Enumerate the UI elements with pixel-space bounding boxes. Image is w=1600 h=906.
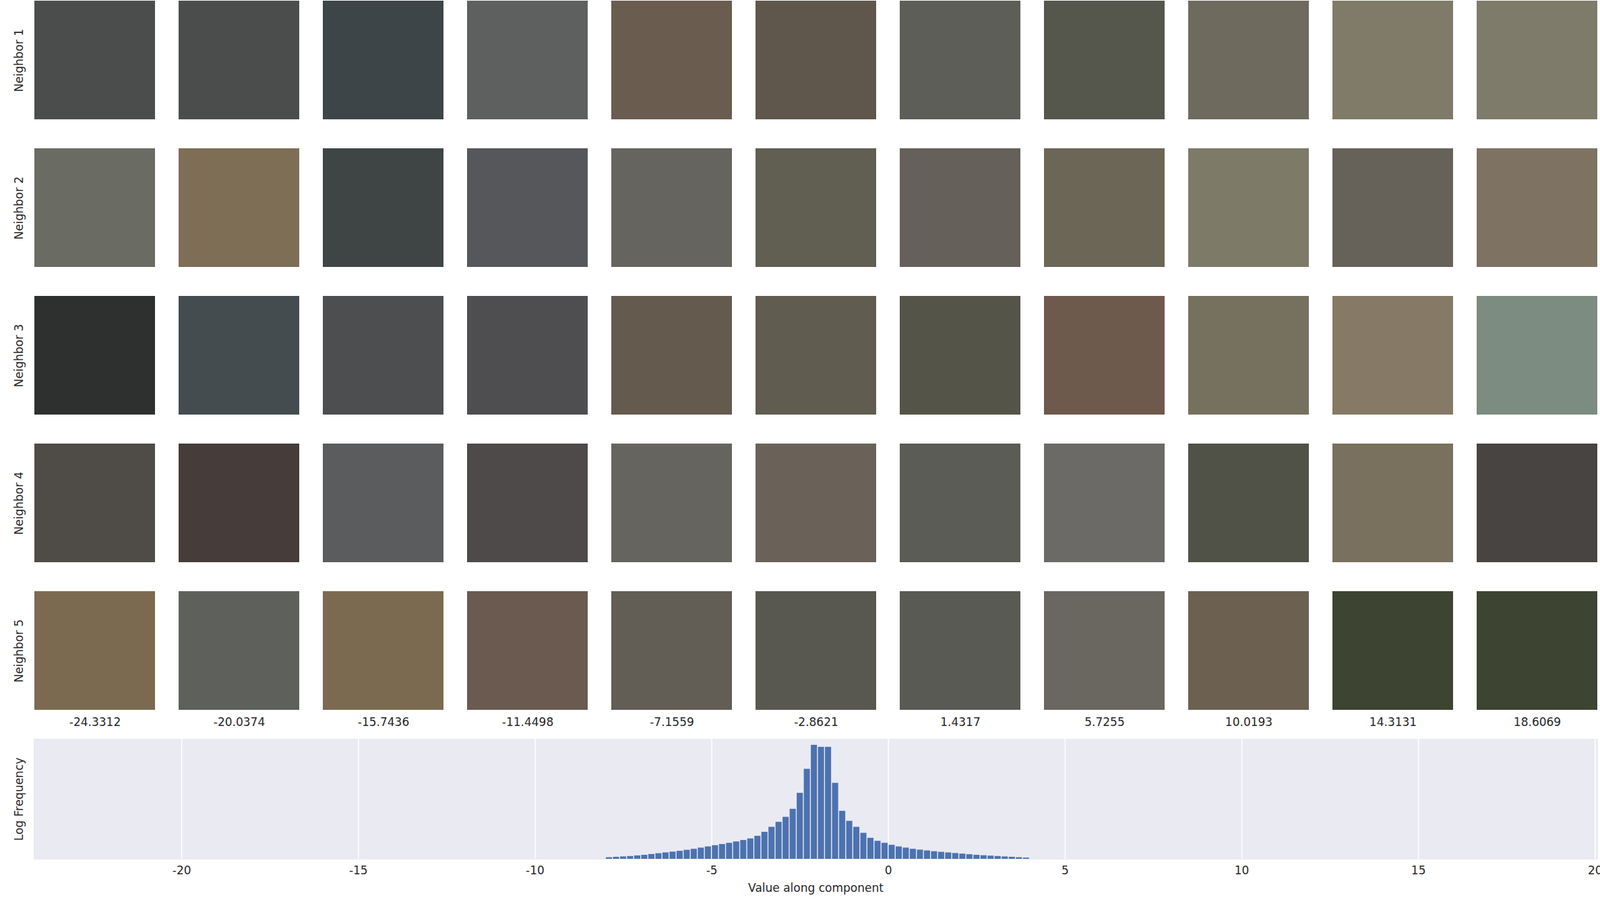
svg-text:14.3131: 14.3131 — [1369, 715, 1417, 729]
svg-text:-20: -20 — [172, 863, 192, 877]
svg-text:Neighbor 5: Neighbor 5 — [12, 619, 26, 683]
svg-text:18.6069: 18.6069 — [1513, 715, 1561, 729]
svg-text:-20.0374: -20.0374 — [213, 715, 265, 729]
svg-text:-15.7436: -15.7436 — [357, 715, 410, 729]
svg-text:10.0193: 10.0193 — [1225, 715, 1273, 729]
svg-text:Value along component: Value along component — [748, 880, 884, 895]
svg-text:-5: -5 — [706, 863, 718, 877]
svg-text:10: 10 — [1234, 863, 1250, 877]
svg-text:1.4317: 1.4317 — [940, 715, 980, 729]
svg-text:15: 15 — [1411, 863, 1427, 877]
svg-text:Neighbor 3: Neighbor 3 — [12, 324, 26, 388]
svg-text:-10: -10 — [525, 863, 545, 877]
svg-text:5.7255: 5.7255 — [1084, 715, 1125, 729]
svg-text:-15: -15 — [349, 863, 368, 877]
svg-text:-24.3312: -24.3312 — [69, 715, 121, 729]
svg-text:0: 0 — [884, 863, 893, 877]
svg-text:-7.1559: -7.1559 — [649, 715, 695, 729]
svg-text:5: 5 — [1061, 863, 1069, 877]
svg-text:Neighbor 1: Neighbor 1 — [12, 28, 26, 93]
svg-text:-2.8621: -2.8621 — [793, 715, 839, 729]
svg-text:-11.4498: -11.4498 — [502, 715, 554, 729]
svg-text:20: 20 — [1587, 863, 1600, 877]
svg-text:Neighbor 2: Neighbor 2 — [12, 176, 26, 240]
svg-text:Neighbor 4: Neighbor 4 — [12, 471, 26, 536]
svg-text:Log Frequency: Log Frequency — [12, 757, 26, 842]
